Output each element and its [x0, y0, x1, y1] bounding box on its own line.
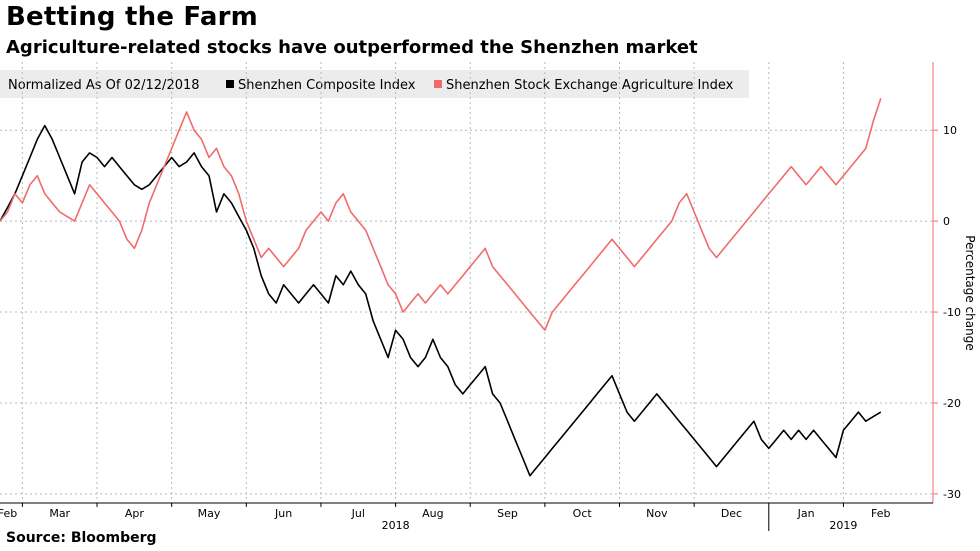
series-line-agriculture-index [0, 98, 882, 332]
series-line-shenzhen-composite [0, 124, 882, 477]
y-tick-label: 0 [943, 215, 950, 228]
x-tick-label: May [198, 507, 221, 520]
y-tick-label: -10 [943, 306, 961, 319]
x-tick-label: Apr [125, 507, 145, 520]
legend-shenzhen-composite: Shenzhen Composite Index [238, 78, 416, 93]
x-tick-label: Nov [646, 507, 668, 520]
legend-agriculture-index: Shenzhen Stock Exchange Agriculture Inde… [446, 78, 734, 93]
x-tick-label: Dec [721, 507, 742, 520]
x-tick-label: Jul [351, 507, 365, 520]
x-tick-label: Feb [871, 507, 890, 520]
series-group [0, 98, 882, 477]
x-tick-label: Aug [422, 507, 443, 520]
y-tick-label: -20 [943, 397, 961, 410]
y-tick-label: 10 [943, 124, 957, 137]
source-note: Source: Bloomberg [6, 530, 157, 546]
y-axis-label: Percentage change [963, 235, 977, 350]
axes: 10 0 -10 -20 -30 Feb Mar Apr May Jun Jul Aug Sep Oct N… [0, 62, 961, 532]
x-tick-label: Mar [49, 507, 70, 520]
legend: Normalized As Of 02/12/2018 Shenzhen Com… [0, 70, 749, 98]
year-label: 2019 [829, 519, 857, 532]
year-label: 2018 [382, 519, 410, 532]
x-tick-label: Oct [573, 507, 593, 520]
x-tick-label: Feb [0, 507, 17, 520]
legend-normalized-note: Normalized As Of 02/12/2018 [8, 78, 200, 93]
gridlines [0, 62, 933, 503]
legend-background [0, 70, 749, 98]
x-tick-label: Sep [497, 507, 518, 520]
x-tick-label: Jun [274, 507, 292, 520]
legend-swatch-agriculture-index [434, 80, 442, 88]
y-tick-label: -30 [943, 488, 961, 501]
x-tick-label: Jan [797, 507, 815, 520]
chart-title: Betting the Farm [6, 2, 258, 32]
chart-subtitle: Agriculture-related stocks have outperfo… [6, 37, 698, 58]
legend-swatch-shenzhen-composite [226, 80, 234, 88]
